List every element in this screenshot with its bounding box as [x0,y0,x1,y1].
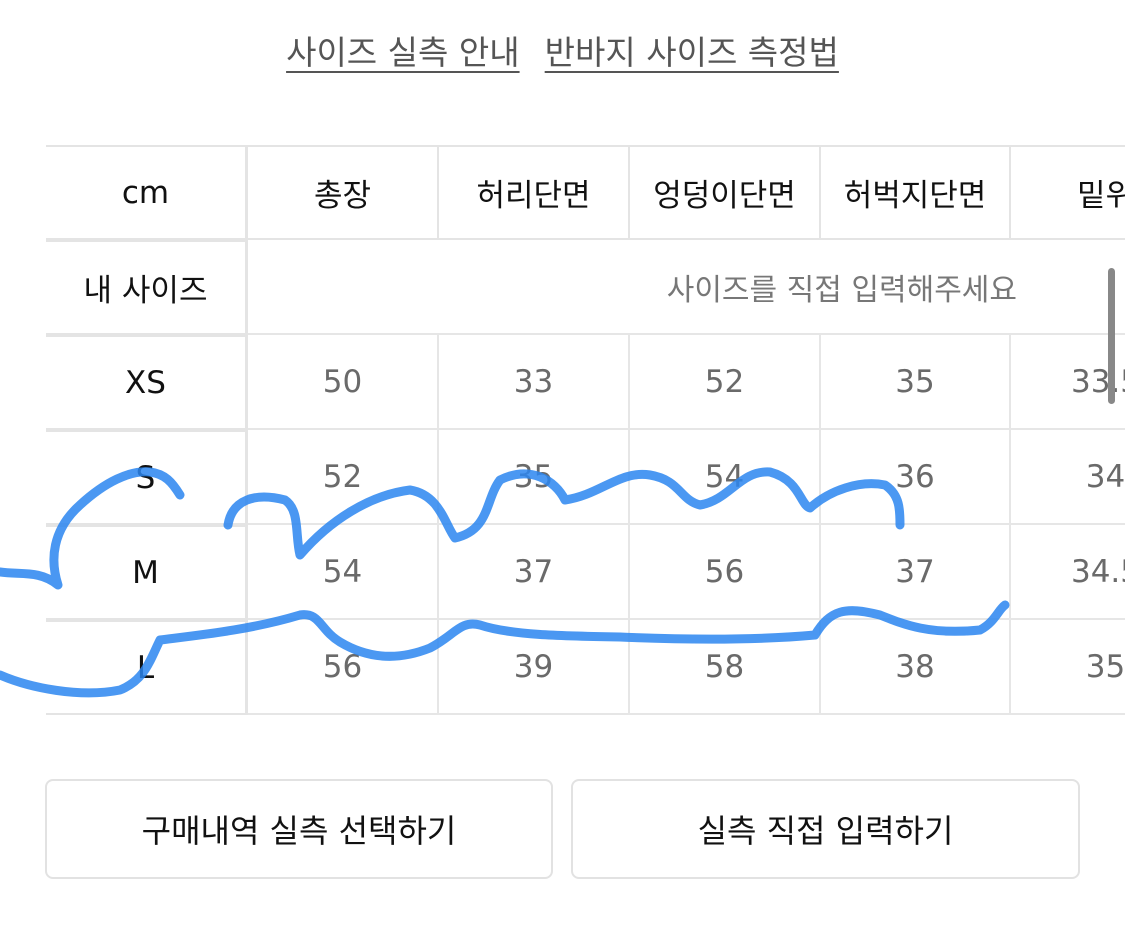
purchase-history-measure-button[interactable]: 구매내역 실측 선택하기 [45,779,553,879]
unit-header: cm [46,145,248,240]
column-header-waist: 허리단면 [439,145,630,240]
table-cell: 37 [439,525,630,620]
table-cell: 50 [248,335,439,430]
size-guide-link[interactable]: 사이즈 실측 안내 [286,33,520,72]
table-cell: 35 [821,335,1011,430]
guide-links: 사이즈 실측 안내 반바지 사이즈 측정법 [0,26,1125,74]
direct-measure-input-button[interactable]: 실측 직접 입력하기 [571,779,1080,879]
table-cell: 36 [821,430,1011,525]
table-cell: 52 [630,335,821,430]
column-header-hip: 엉덩이단면 [630,145,821,240]
table-cell: 33 [439,335,630,430]
my-size-label: 내 사이즈 [46,240,248,335]
column-header-length: 총장 [248,145,439,240]
table-cell: 38 [821,620,1011,715]
table-cell: 54 [630,430,821,525]
table-cell: 33.5 [1011,335,1125,430]
size-label-m: M [46,525,248,620]
vertical-scrollbar[interactable] [1108,268,1115,404]
size-label-s: S [46,430,248,525]
table-cell: 39 [439,620,630,715]
table-cell: 58 [630,620,821,715]
table-cell: 52 [248,430,439,525]
table-cell: 56 [630,525,821,620]
shorts-measure-guide-link[interactable]: 반바지 사이즈 측정법 [544,33,839,72]
table-cell: 35 [439,430,630,525]
table-cell: 54 [248,525,439,620]
table-cell: 34.5 [1011,525,1125,620]
table-cell: 37 [821,525,1011,620]
column-header-thigh: 허벅지단면 [821,145,1011,240]
table-cell: 34 [1011,430,1125,525]
size-label-l: L [46,620,248,715]
size-label-xs: XS [46,335,248,430]
table-cell: 56 [248,620,439,715]
table-cell: 35 [1011,620,1125,715]
my-size-input[interactable]: 사이즈를 직접 입력해주세요 [248,240,1125,335]
column-header-rise: 밑위 [1011,145,1125,240]
